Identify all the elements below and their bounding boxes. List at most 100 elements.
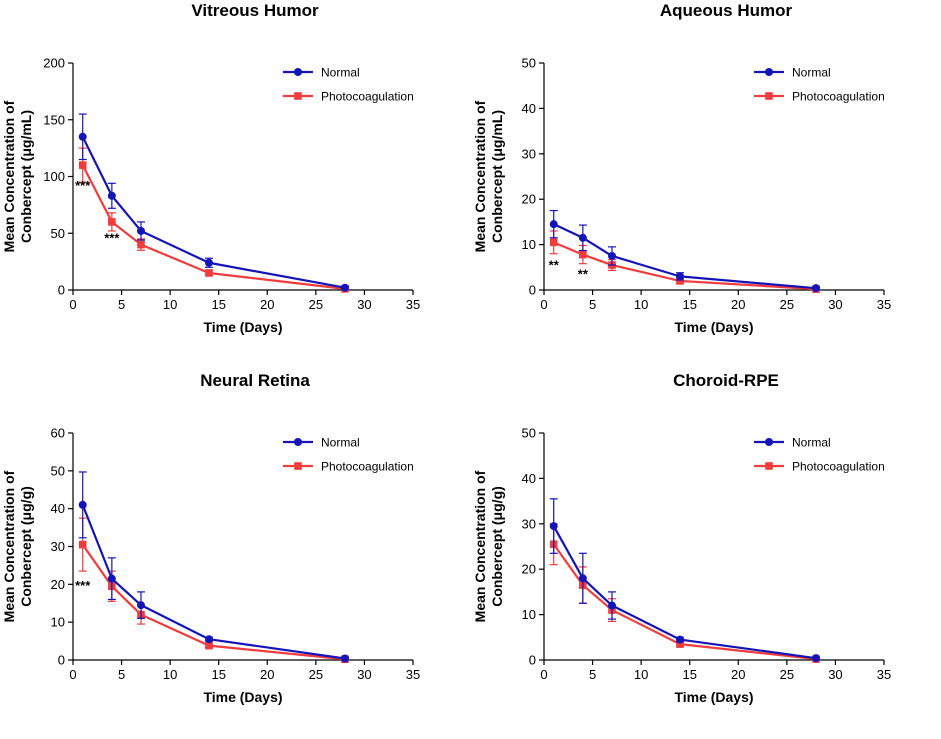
series-line-photocoagulation	[552, 543, 817, 661]
data-point-photocoagulation	[78, 540, 87, 549]
x-tick-label: 5	[118, 297, 125, 312]
series-photocoagulation	[549, 523, 820, 663]
x-tick-label: 35	[877, 297, 891, 312]
data-point-normal	[812, 654, 820, 663]
y-axis-label-line1: Mean Concentration of	[1, 470, 17, 622]
data-point-normal	[107, 191, 116, 200]
legend-marker-photocoagulation	[294, 92, 302, 100]
chart-title: Neural Retina	[200, 371, 310, 390]
x-tick-label: 35	[877, 667, 891, 682]
legend-item-normal: Normal	[283, 436, 360, 450]
x-tick-label: 30	[828, 667, 842, 682]
series-normal	[78, 471, 349, 663]
legend-item-normal: Normal	[754, 436, 831, 450]
x-tick-label: 5	[589, 297, 596, 312]
y-tick-label: 0	[529, 653, 536, 668]
y-tick-label: 40	[522, 471, 536, 486]
x-tick-label: 30	[357, 297, 371, 312]
legend-item-normal: Normal	[754, 66, 831, 80]
data-point-normal	[549, 522, 558, 531]
legend-marker-normal	[294, 438, 302, 446]
series-normal	[549, 209, 820, 293]
data-point-normal	[137, 226, 145, 235]
series-line-normal	[81, 504, 346, 660]
series-line-photocoagulation	[553, 241, 817, 291]
data-point-photocoagulation	[205, 269, 213, 277]
y-tick-label: 10	[522, 607, 536, 622]
x-tick-label: 20	[260, 297, 274, 312]
data-point-normal	[676, 272, 684, 281]
data-point-photocoagulation	[78, 161, 87, 169]
x-axis-label: Time (Days)	[674, 319, 753, 335]
chart-title: Choroid-RPE	[673, 371, 779, 390]
data-point-normal	[608, 251, 616, 260]
chart-panel-aqueous-humor: Aqueous Humor 0 5 10 15 20 25 30 35 0 10 20 30 40 50 Ti…	[471, 0, 941, 369]
data-point-normal	[676, 635, 684, 644]
series-line-normal	[81, 136, 346, 289]
x-tick-label: 10	[634, 297, 648, 312]
legend-item-photocoagulation: Photocoagulation	[283, 90, 414, 104]
significance-label: ***	[75, 178, 91, 193]
legend-label: Normal	[321, 66, 360, 80]
x-tick-label: 20	[731, 297, 745, 312]
y-axis-label-line1: Mean Concentration of	[1, 100, 17, 252]
series-photocoagulation	[78, 517, 349, 664]
legend-marker-photocoagulation	[765, 462, 773, 470]
significance-label: **	[578, 267, 589, 282]
y-tick-label: 10	[522, 237, 536, 252]
legend-item-photocoagulation: Photocoagulation	[754, 460, 885, 474]
data-point-normal	[812, 284, 820, 293]
x-tick-label: 10	[163, 667, 177, 682]
x-tick-label: 15	[682, 297, 696, 312]
x-tick-label: 0	[69, 667, 76, 682]
x-tick-label: 20	[260, 667, 274, 682]
x-tick-label: 30	[828, 297, 842, 312]
series-photocoagulation	[549, 230, 820, 293]
data-point-photocoagulation	[137, 240, 145, 249]
y-tick-label: 50	[51, 226, 65, 241]
y-tick-label: 100	[43, 169, 65, 184]
legend-item-normal: Normal	[283, 66, 360, 80]
legend-marker-normal	[765, 68, 773, 76]
y-tick-label: 30	[51, 539, 65, 554]
y-tick-label: 60	[51, 426, 65, 441]
chart-panel-vitreous-humor: Vitreous Humor 0 5 10 15 20 25 30 35 0 50 100 150 200…	[0, 0, 470, 369]
data-point-normal	[341, 283, 349, 292]
significance-label: **	[549, 258, 560, 273]
x-tick-label: 15	[682, 667, 696, 682]
series-line-photocoagulation	[81, 543, 346, 661]
legend-marker-photocoagulation	[765, 92, 773, 100]
y-tick-label: 40	[51, 501, 65, 516]
series-line-normal	[552, 525, 817, 660]
chart-svg: Aqueous Humor 0 5 10 15 20 25 30 35 0 10 20 30 40 50 Ti…	[472, 1, 891, 335]
data-point-normal	[137, 601, 145, 610]
y-tick-label: 150	[43, 112, 65, 127]
y-tick-label: 40	[522, 101, 536, 116]
x-tick-label: 0	[540, 297, 547, 312]
y-tick-label: 30	[522, 146, 536, 161]
x-tick-label: 15	[211, 297, 225, 312]
data-point-normal	[107, 574, 116, 583]
x-tick-label: 30	[357, 667, 371, 682]
legend-item-photocoagulation: Photocoagulation	[283, 460, 414, 474]
data-point-normal	[78, 500, 87, 509]
legend-label: Normal	[792, 436, 831, 450]
y-tick-label: 0	[58, 653, 65, 668]
y-axis-label-line1: Mean Concentration of	[472, 100, 488, 252]
y-tick-label: 50	[522, 426, 536, 441]
data-point-photocoagulation	[676, 640, 684, 648]
series-normal	[78, 113, 349, 292]
x-tick-label: 15	[211, 667, 225, 682]
y-tick-label: 10	[51, 615, 65, 630]
x-tick-label: 35	[406, 667, 420, 682]
y-tick-label: 20	[51, 577, 65, 592]
series-line-normal	[553, 223, 817, 290]
data-point-photocoagulation	[205, 641, 213, 650]
data-point-photocoagulation	[549, 238, 558, 247]
y-axis-label-line2: Conbercept (μg/mL)	[18, 110, 34, 243]
data-point-normal	[549, 220, 558, 229]
y-tick-label: 50	[51, 463, 65, 478]
data-point-photocoagulation	[108, 218, 116, 226]
y-tick-label: 0	[529, 283, 536, 298]
series-photocoagulation	[78, 147, 349, 293]
